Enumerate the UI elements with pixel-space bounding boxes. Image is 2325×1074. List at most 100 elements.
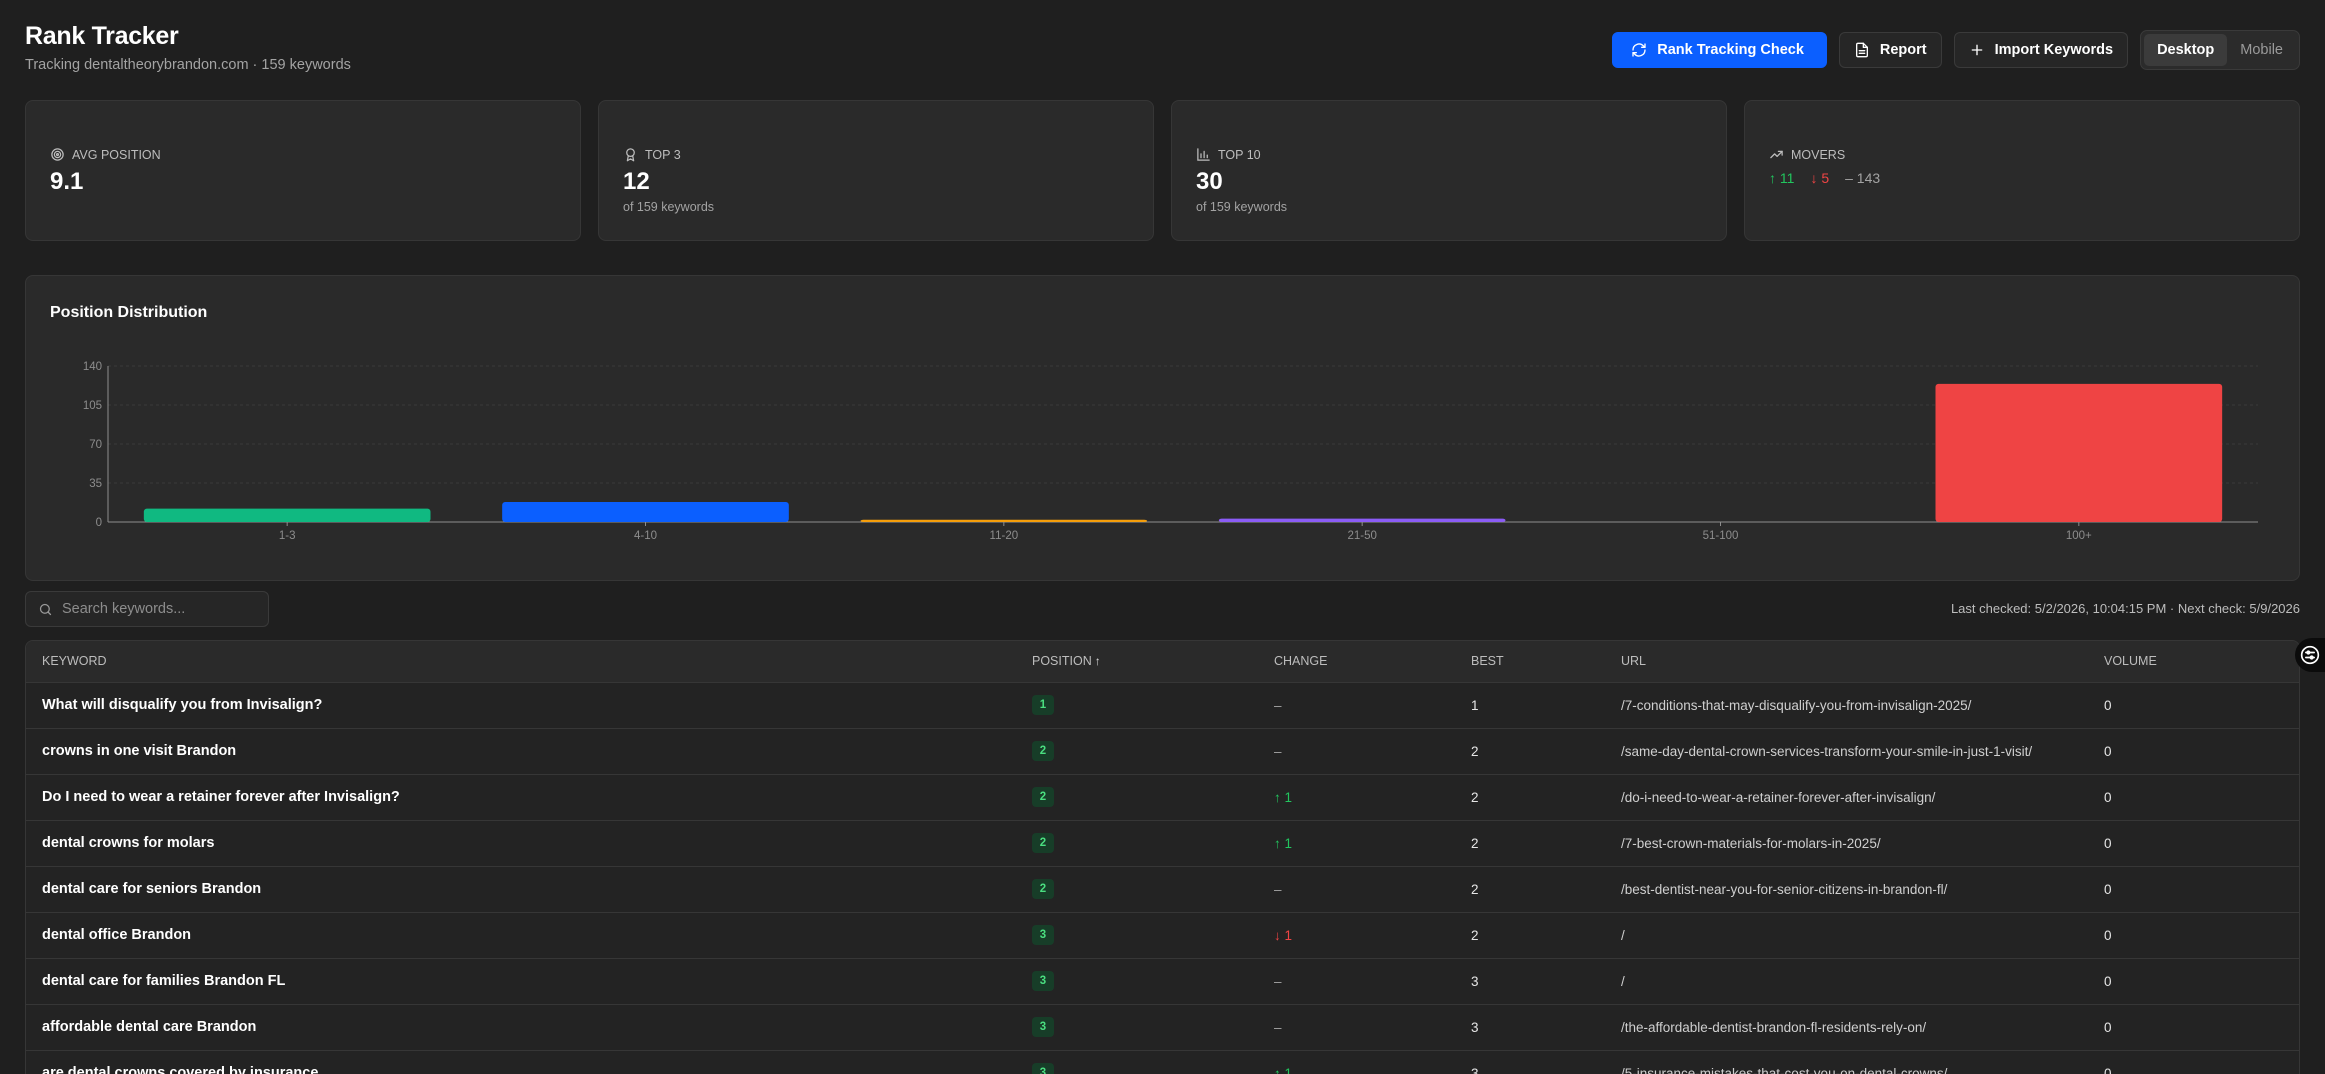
volume-cell: 0 — [2088, 820, 2299, 867]
position-badge: 3 — [1032, 1017, 1054, 1037]
volume-cell: 0 — [2088, 1050, 2299, 1074]
column-header-best[interactable]: BEST — [1455, 641, 1605, 683]
report-button[interactable]: Report — [1838, 32, 1942, 68]
bar-1-3 — [143, 508, 431, 522]
best-cell: 3 — [1455, 1004, 1605, 1051]
device-mobile-tab[interactable]: Mobile — [2240, 42, 2283, 58]
column-header-position[interactable]: POSITION ↑ — [1016, 641, 1258, 683]
keywords-table: KEYWORD POSITION ↑ CHANGE BEST URL VOLUME… — [25, 640, 2300, 1074]
table-row[interactable]: crowns in one visit Brandon 2–2/same-day-… — [26, 728, 2299, 775]
top10-sub: of 159 keywords — [1196, 200, 1288, 214]
top10-label-text: TOP 10 — [1218, 147, 1261, 162]
change-cell: ↑ 1 — [1258, 774, 1455, 821]
keyword-cell: dental office Brandon — [26, 912, 1016, 959]
page-title: Rank Tracker — [25, 22, 179, 50]
last-checked-text: Last checked: 5/2/2026, 10:04:15 PM · Ne… — [1950, 601, 2300, 616]
column-header-position-label: POSITION — [1032, 654, 1092, 669]
bar-chart-icon — [1197, 148, 1210, 161]
change-cell: – — [1258, 682, 1455, 729]
floating-settings-button[interactable] — [2295, 638, 2325, 672]
url-cell[interactable]: / — [1605, 958, 2088, 1005]
best-cell: 3 — [1455, 1050, 1605, 1074]
top10-value: 30 — [1196, 168, 1223, 195]
keyword-cell: What will disqualify you from Invisalign… — [26, 682, 1016, 729]
stats-cards: AVG POSITION 9.1 TOP 3 12 of 159 keyword… — [25, 100, 2300, 241]
position-badge: 2 — [1032, 787, 1054, 807]
table-row[interactable]: Do I need to wear a retainer forever aft… — [26, 774, 2299, 821]
x-tick-label: 4-10 — [634, 530, 657, 542]
top3-sub: of 159 keywords — [623, 200, 715, 214]
keyword-cell: Do I need to wear a retainer forever aft… — [26, 774, 1016, 821]
position-cell: 3 — [1016, 912, 1258, 959]
bar-4-10 — [502, 501, 789, 522]
table-row[interactable]: dental office Brandon 3 ↓ 1 2/0 — [26, 912, 2299, 959]
keyword-cell: dental care for seniors Brandon — [26, 866, 1016, 913]
position-badge: 2 — [1032, 741, 1054, 761]
header-actions: Rank Tracking Check Report Import Keywor… — [1612, 30, 2300, 70]
movers-down: ↓ 5 — [1810, 170, 1830, 186]
url-cell[interactable]: / — [1605, 912, 2088, 959]
url-cell[interactable]: /best-dentist-near-you-for-senior-citize… — [1605, 866, 2088, 913]
position-badge: 2 — [1032, 879, 1054, 899]
table-row[interactable]: are dental crowns covered by insurance 3 ↑… — [26, 1050, 2299, 1074]
volume-cell: 0 — [2088, 866, 2299, 913]
movers-label-text: MOVERS — [1791, 147, 1846, 162]
table-row[interactable]: dental crowns for molars 2 ↑ 1 2/7-best-cro… — [26, 820, 2299, 867]
table-row[interactable]: affordable dental care Brandon 3–3/the-af… — [26, 1004, 2299, 1051]
best-cell: 2 — [1455, 912, 1605, 959]
top3-value: 12 — [623, 168, 650, 195]
search-input[interactable] — [62, 601, 252, 617]
best-cell: 2 — [1455, 774, 1605, 821]
movers-up: ↑ 11 — [1769, 170, 1795, 186]
rank-tracking-check-button[interactable]: Rank Tracking Check — [1612, 32, 1827, 68]
keyword-cell: are dental crowns covered by insurance — [26, 1050, 1016, 1074]
change-cell: – — [1258, 728, 1455, 775]
best-cell: 2 — [1455, 728, 1605, 775]
sliders-icon — [2300, 645, 2320, 665]
avg-position-label-text: AVG POSITION — [72, 147, 161, 162]
position-cell: 3 — [1016, 1004, 1258, 1051]
column-header-volume[interactable]: VOLUME — [2088, 641, 2299, 683]
report-label: Report — [1879, 42, 1927, 58]
url-cell[interactable]: /the-affordable-dentist-brandon-fl-resid… — [1605, 1004, 2088, 1051]
movers-card: MOVERS ↑ 11 ↓ 5 – 143 — [1744, 100, 2300, 241]
device-desktop-tab[interactable]: Desktop — [2144, 34, 2228, 66]
x-tick-label: 21-50 — [1347, 530, 1376, 542]
url-cell[interactable]: /5-insurance-mistakes-that-cost-you-on-d… — [1605, 1050, 2088, 1074]
chart-title: Position Distribution — [50, 304, 208, 321]
rank-tracking-check-label: Rank Tracking Check — [1657, 42, 1804, 58]
url-cell[interactable]: /7-conditions-that-may-disqualify-you-fr… — [1605, 682, 2088, 729]
best-cell: 2 — [1455, 820, 1605, 867]
position-distribution-card: Position Distribution 0 35 70 105 140 1-3 4-10… — [25, 275, 2300, 581]
column-header-keyword[interactable]: KEYWORD — [26, 641, 1016, 683]
column-header-url[interactable]: URL — [1605, 641, 2088, 683]
best-cell: 3 — [1455, 958, 1605, 1005]
position-cell: 2 — [1016, 774, 1258, 821]
y-tick-label: 140 — [83, 361, 102, 373]
award-icon — [626, 148, 635, 162]
url-cell[interactable]: /do-i-need-to-wear-a-retainer-forever-af… — [1605, 774, 2088, 821]
volume-cell: 0 — [2088, 682, 2299, 729]
trending-up-icon — [1770, 150, 1783, 159]
best-cell: 2 — [1455, 866, 1605, 913]
bar-21-50 — [1218, 518, 1506, 522]
table-row[interactable]: dental care for families Brandon FL 3–3/0 — [26, 958, 2299, 1005]
keyword-cell: dental crowns for molars — [26, 820, 1016, 867]
avg-position-card: AVG POSITION 9.1 — [25, 100, 581, 241]
page-subtitle: Tracking dentaltheorybrandon.com · 159 k… — [25, 57, 351, 73]
change-cell: – — [1258, 1004, 1455, 1051]
url-cell[interactable]: /7-best-crown-materials-for-molars-in-20… — [1605, 820, 2088, 867]
movers-flat: – 143 — [1845, 170, 1881, 186]
position-badge: 3 — [1032, 971, 1054, 991]
position-cell: 2 — [1016, 728, 1258, 775]
column-header-change[interactable]: CHANGE — [1258, 641, 1455, 683]
url-cell[interactable]: /same-day-dental-crown-services-transfor… — [1605, 728, 2088, 775]
table-row[interactable]: What will disqualify you from Invisalign… — [26, 682, 2299, 729]
table-row[interactable]: dental care for seniors Brandon 2–2/best-… — [26, 866, 2299, 913]
x-tick-label: 100+ — [2066, 530, 2092, 542]
position-distribution-chart: 0 35 70 105 140 1-3 4-10 11-20 21-50 51-100 100+ — [83, 361, 2258, 542]
import-keywords-label: Import Keywords — [1994, 42, 2114, 58]
x-tick-label: 11-20 — [990, 530, 1019, 542]
import-keywords-button[interactable]: Import Keywords — [1953, 32, 2129, 68]
top3-card: TOP 3 12 of 159 keywords — [598, 100, 1154, 241]
